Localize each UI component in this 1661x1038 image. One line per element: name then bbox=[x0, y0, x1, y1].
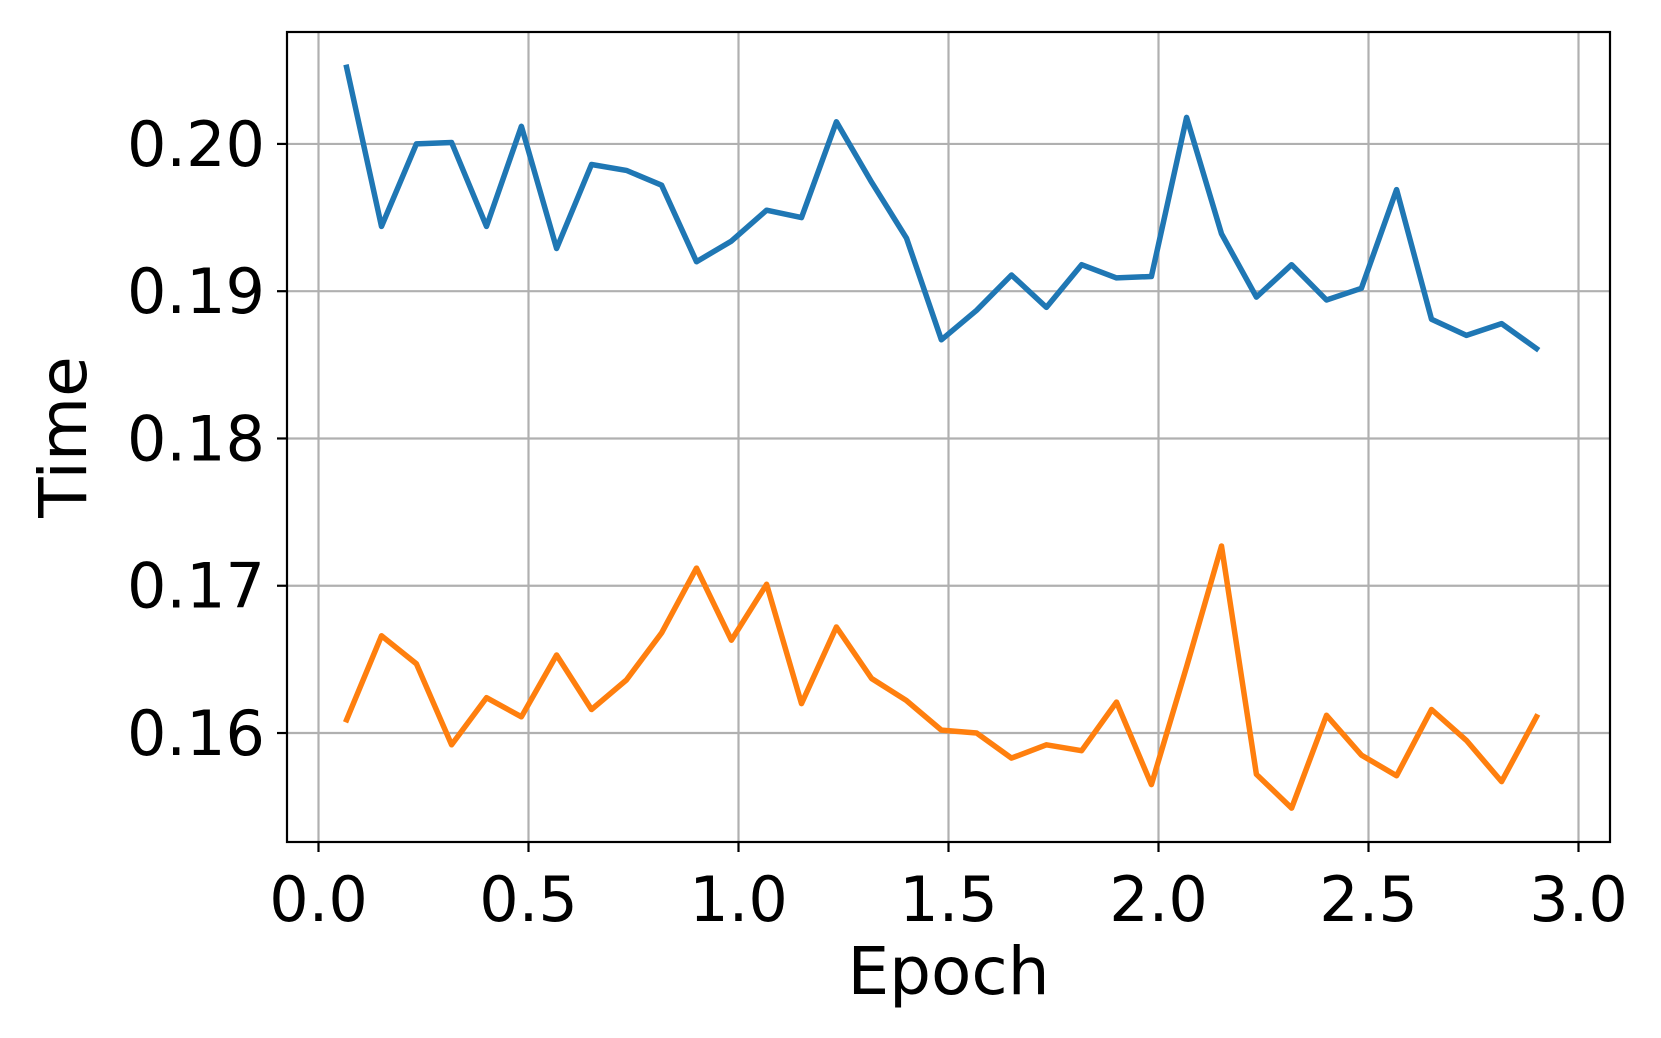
x-axis-label: Epoch bbox=[847, 933, 1049, 1010]
y-tick-label: 0.17 bbox=[127, 550, 265, 623]
x-tick-label: 1.0 bbox=[689, 863, 788, 936]
x-tick-label: 0.5 bbox=[479, 863, 578, 936]
x-tick-label: 1.5 bbox=[899, 863, 998, 936]
y-tick-label: 0.16 bbox=[127, 697, 265, 770]
y-tick-label: 0.18 bbox=[127, 402, 265, 475]
series-lines bbox=[343, 64, 1541, 811]
y-axis-ticks: 0.16 0.17 0.18 0.19 0.20 bbox=[127, 108, 287, 770]
x-tick-label: 3.0 bbox=[1529, 863, 1628, 936]
y-tick-label: 0.20 bbox=[127, 108, 265, 181]
x-axis-ticks: 0.0 0.5 1.0 1.5 2.0 2.5 3.0 bbox=[269, 842, 1628, 936]
x-tick-label: 0.0 bbox=[269, 863, 368, 936]
series-line-2 bbox=[343, 543, 1541, 811]
y-tick-label: 0.19 bbox=[127, 255, 265, 328]
grid bbox=[287, 32, 1610, 842]
x-tick-label: 2.5 bbox=[1319, 863, 1418, 936]
y-axis-label: Time bbox=[25, 356, 102, 519]
x-tick-label: 2.0 bbox=[1109, 863, 1208, 936]
series-line-1 bbox=[343, 64, 1541, 353]
